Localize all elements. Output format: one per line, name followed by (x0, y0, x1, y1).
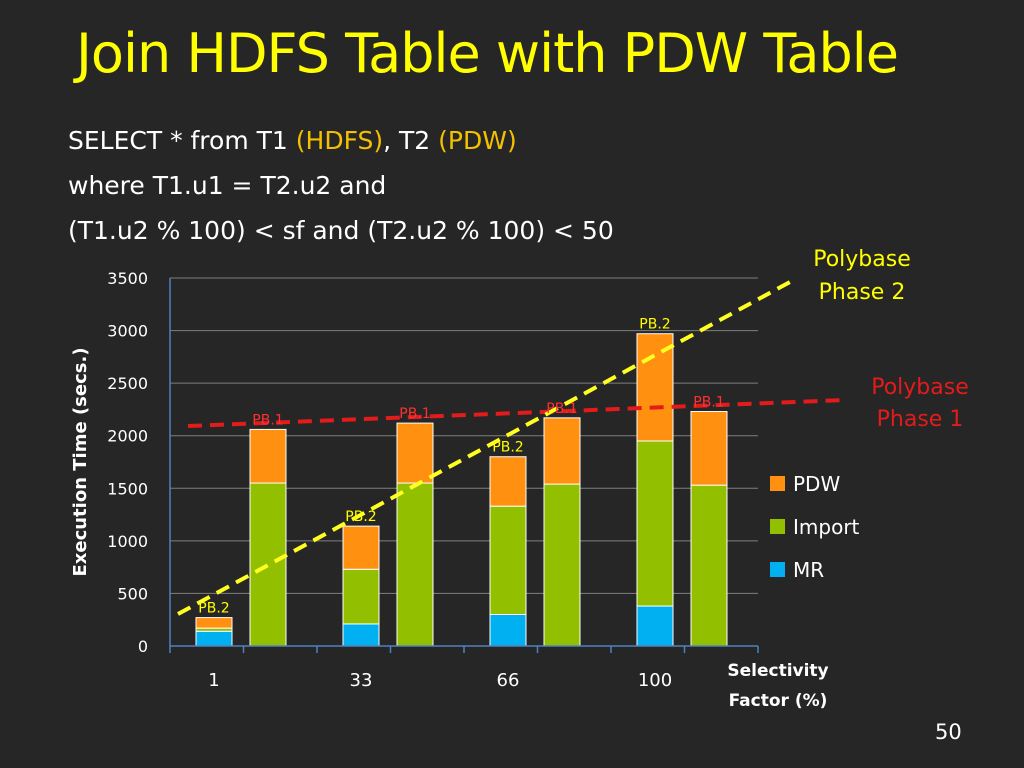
bar-label: PB.2 (492, 440, 523, 456)
bar-segment-import (249, 482, 287, 647)
trend-line-phase2 (177, 280, 791, 616)
phase1-label-line2: Phase 1 (877, 407, 964, 432)
phase1-label-line1: Polybase (871, 375, 969, 400)
trend-lines (177, 280, 846, 616)
legend-swatch-import (770, 519, 785, 534)
x-axis-title-line1: Selectivity (727, 661, 828, 681)
y-tick-label: 1500 (107, 479, 148, 498)
bar-segment-pdw (249, 428, 287, 484)
bar-segment-mr (636, 605, 674, 647)
bars (195, 333, 728, 647)
bar-segment-pdw (543, 417, 581, 485)
bar-segment-mr (489, 613, 527, 647)
bar-segment-import (342, 568, 380, 625)
query-select-text: SELECT * from T1 (68, 126, 296, 155)
bar-segment-mr (195, 630, 233, 647)
query-hdfs-tag: (HDFS) (295, 126, 384, 155)
x-tick-label: 1 (208, 670, 219, 691)
bar-segment-mr (342, 623, 380, 647)
slide-number: 50 (935, 720, 962, 744)
query-line-1: SELECT * from T1 (HDFS), T2 (PDW) (68, 118, 614, 163)
bar-segment-pdw (636, 333, 674, 442)
bar-label: PB.2 (198, 601, 229, 617)
x-tick-label: 100 (638, 670, 672, 691)
phase2-label-line1: Polybase (813, 247, 911, 272)
y-tick-label: 0 (138, 637, 148, 656)
y-tick-label: 2000 (107, 427, 148, 446)
legend-label-pdw: PDW (793, 472, 840, 496)
labels: PB.2 PB.1 PB.2 PB.1 PB.2 PB.1 PB.2 PB.1 Polybase… (70, 247, 969, 711)
bar-label: PB.1 (252, 412, 283, 428)
sql-query: SELECT * from T1 (HDFS), T2 (PDW) where … (68, 118, 614, 253)
x-tick-label: 66 (497, 670, 520, 691)
x-axis-title-line2: Factor (%) (729, 691, 828, 711)
bar-label: PB.1 (546, 401, 577, 417)
bar-label: PB.1 (399, 406, 430, 422)
bar-label: PB.1 (693, 395, 724, 411)
bar-segment-pdw (690, 411, 728, 486)
bar-segment-import (690, 484, 728, 647)
axes: 0 500 1000 1500 2000 2500 3000 3500 1 33 66 100 (107, 269, 759, 691)
bar-label: PB.2 (639, 317, 670, 333)
bar-segment-pdw (396, 422, 434, 484)
bar-segment-import (543, 483, 581, 647)
y-tick-label: 1000 (107, 532, 148, 551)
bar-segment-pdw (195, 617, 233, 629)
trend-line-phase1 (187, 398, 846, 428)
bar-label: PB.2 (345, 509, 376, 525)
query-line-3: (T1.u2 % 100) < sf and (T2.u2 % 100) < 5… (68, 216, 614, 245)
y-axis-title: Execution Time (secs.) (70, 347, 91, 576)
bar-segment-import (489, 505, 527, 615)
legend: PDW Import MR (770, 472, 860, 582)
bar-segment-pdw (342, 525, 380, 570)
bar-segment-pdw (489, 456, 527, 507)
slide-title: Join HDFS Table with PDW Table (76, 22, 899, 85)
phase2-label-line2: Phase 2 (819, 280, 906, 305)
legend-label-import: Import (793, 515, 860, 539)
x-tick-label: 33 (350, 670, 373, 691)
query-t2-text: , T2 (383, 126, 439, 155)
legend-swatch-mr (770, 562, 785, 577)
bar-segment-import (636, 440, 674, 607)
legend-swatch-pdw (770, 476, 785, 491)
query-pdw-tag: (PDW) (438, 126, 517, 155)
y-tick-label: 2500 (107, 374, 148, 393)
y-tick-label: 3000 (107, 322, 148, 341)
legend-label-mr: MR (793, 558, 824, 582)
y-tick-label: 3500 (107, 269, 148, 288)
bar-segment-import (396, 482, 434, 647)
y-tick-label: 500 (117, 584, 148, 603)
query-line-2: where T1.u1 = T2.u2 and (68, 171, 387, 200)
